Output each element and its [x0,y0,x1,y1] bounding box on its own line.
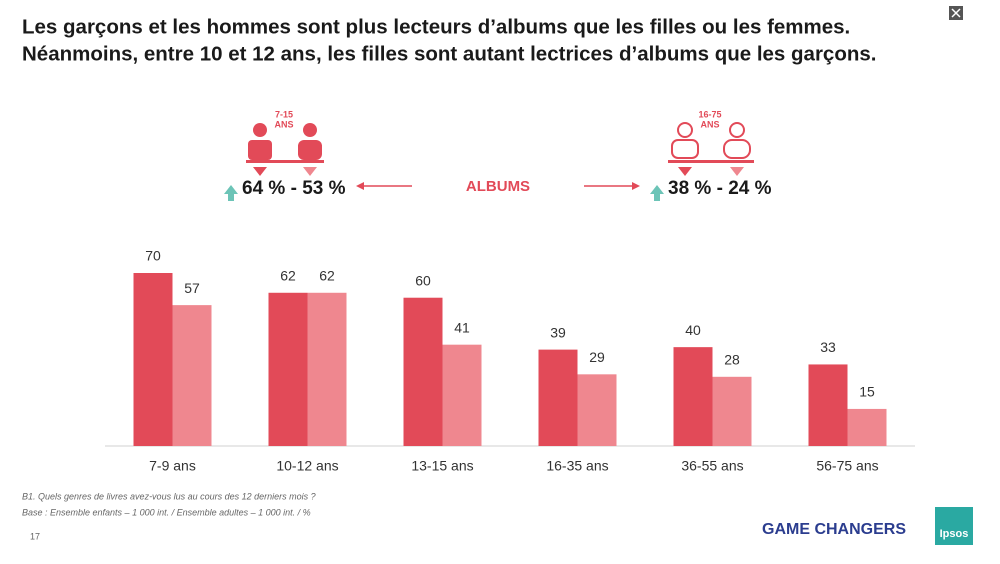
up-arrow [650,185,664,201]
footnote: Base : Ensemble enfants – 1 000 int. / E… [22,507,311,517]
arrow-left [356,182,412,190]
left-stat: 64 % - 53 % [242,178,346,199]
bar [712,376,752,446]
footnote: B1. Quels genres de livres avez-vous lus… [22,491,316,501]
brand: GAME CHANGERS [762,521,906,538]
page-number: 17 [30,531,40,541]
logo-box [935,507,973,545]
age-unit: ANS [274,119,293,129]
value-label: 70 [145,248,161,264]
value-label: 28 [724,352,740,368]
value-label: 57 [184,280,200,296]
bars: 7-9 ans 70 57 10-12 ans 62 62 13-15 ans 60 41 16-… [133,248,887,474]
adult-base [668,160,754,176]
x-tick-label: 16-35 ans [546,458,608,474]
age-unit: ANS [700,119,719,129]
age-range: 7-15 [275,109,293,119]
bar [442,344,482,446]
right-stat: 38 % - 24 % [668,178,772,199]
value-label: 29 [589,349,605,365]
bar [847,408,887,446]
corner-icon [949,6,963,20]
x-tick-label: 36-55 ans [681,458,743,474]
bar [403,297,443,446]
child-icons [246,123,324,176]
arrow-right [584,182,640,190]
value-label: 62 [280,267,296,283]
x-tick-label: 13-15 ans [411,458,473,474]
age-range: 16-75 [698,109,721,119]
value-label: 15 [859,384,875,400]
center-label: ALBUMS [466,178,530,195]
up-arrow [224,185,238,201]
x-tick-label: 10-12 ans [276,458,338,474]
title-line: Néanmoins, entre 10 et 12 ans, les fille… [22,42,876,65]
value-label: 60 [415,272,431,288]
bar [577,374,617,446]
bar [307,292,347,446]
bar [673,347,713,446]
bar [268,292,308,446]
bar [172,305,212,446]
bar [808,364,848,446]
logo: Ipsos [940,528,969,540]
adult-icons [671,122,751,159]
value-label: 33 [820,339,836,355]
title-line: Les garçons et les hommes sont plus lect… [22,15,850,38]
x-tick-label: 7-9 ans [149,458,196,474]
value-label: 41 [454,319,470,335]
value-label: 39 [550,324,566,340]
value-label: 40 [685,322,701,338]
bar [538,349,578,446]
value-label: 62 [319,267,335,283]
bar [133,273,173,446]
x-tick-label: 56-75 ans [816,458,878,474]
